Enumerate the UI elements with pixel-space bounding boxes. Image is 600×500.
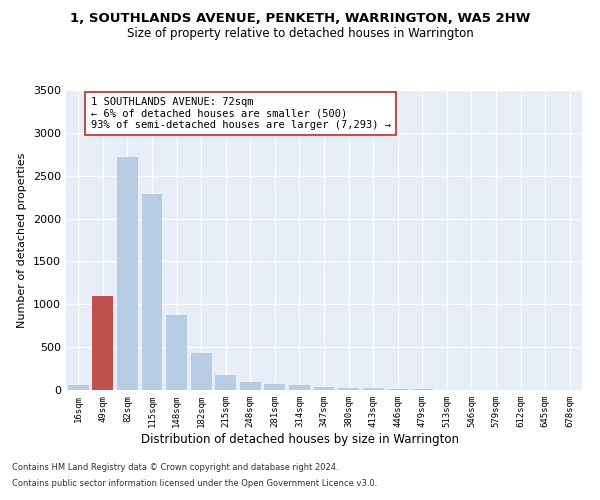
Text: 1 SOUTHLANDS AVENUE: 72sqm
← 6% of detached houses are smaller (500)
93% of semi: 1 SOUTHLANDS AVENUE: 72sqm ← 6% of detac… <box>91 97 391 130</box>
Bar <box>191 353 212 390</box>
Text: Contains HM Land Registry data © Crown copyright and database right 2024.: Contains HM Land Registry data © Crown c… <box>12 464 338 472</box>
Text: Distribution of detached houses by size in Warrington: Distribution of detached houses by size … <box>141 432 459 446</box>
Bar <box>142 194 163 390</box>
Bar <box>117 157 138 390</box>
Text: Size of property relative to detached houses in Warrington: Size of property relative to detached ho… <box>127 28 473 40</box>
Y-axis label: Number of detached properties: Number of detached properties <box>17 152 28 328</box>
Text: Contains public sector information licensed under the Open Government Licence v3: Contains public sector information licen… <box>12 478 377 488</box>
Bar <box>166 314 187 390</box>
Text: 1, SOUTHLANDS AVENUE, PENKETH, WARRINGTON, WA5 2HW: 1, SOUTHLANDS AVENUE, PENKETH, WARRINGTO… <box>70 12 530 26</box>
Bar <box>265 384 286 390</box>
Bar <box>240 382 261 390</box>
Bar <box>387 389 408 390</box>
Bar <box>215 376 236 390</box>
Bar <box>289 386 310 390</box>
Bar <box>68 386 89 390</box>
Bar <box>338 388 359 390</box>
Bar <box>314 387 334 390</box>
Bar <box>362 388 383 390</box>
Bar <box>92 296 113 390</box>
